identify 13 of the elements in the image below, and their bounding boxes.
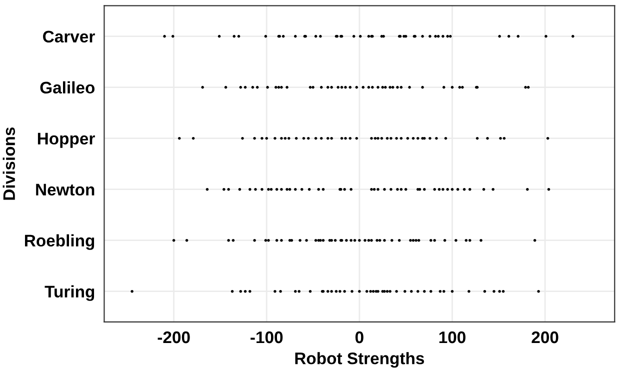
- x-tick-label: 200: [532, 331, 558, 344]
- x-tick-label: -100: [250, 331, 283, 344]
- y-tick-label: Carver: [43, 30, 95, 43]
- x-axis-title: Robot Strengths: [295, 352, 424, 368]
- x-tick-label: 100: [439, 331, 466, 344]
- x-tick-label: -200: [158, 331, 190, 344]
- y-tick-label: Hopper: [38, 132, 95, 148]
- y-axis-title: Divisions: [2, 127, 16, 200]
- y-tick-label: Newton: [36, 184, 94, 196]
- y-tick-label: Galileo: [40, 81, 95, 94]
- y-tick-label: Roebling: [25, 234, 94, 250]
- y-tick-label: Turing: [44, 285, 94, 301]
- x-tick-label: 0: [355, 331, 364, 344]
